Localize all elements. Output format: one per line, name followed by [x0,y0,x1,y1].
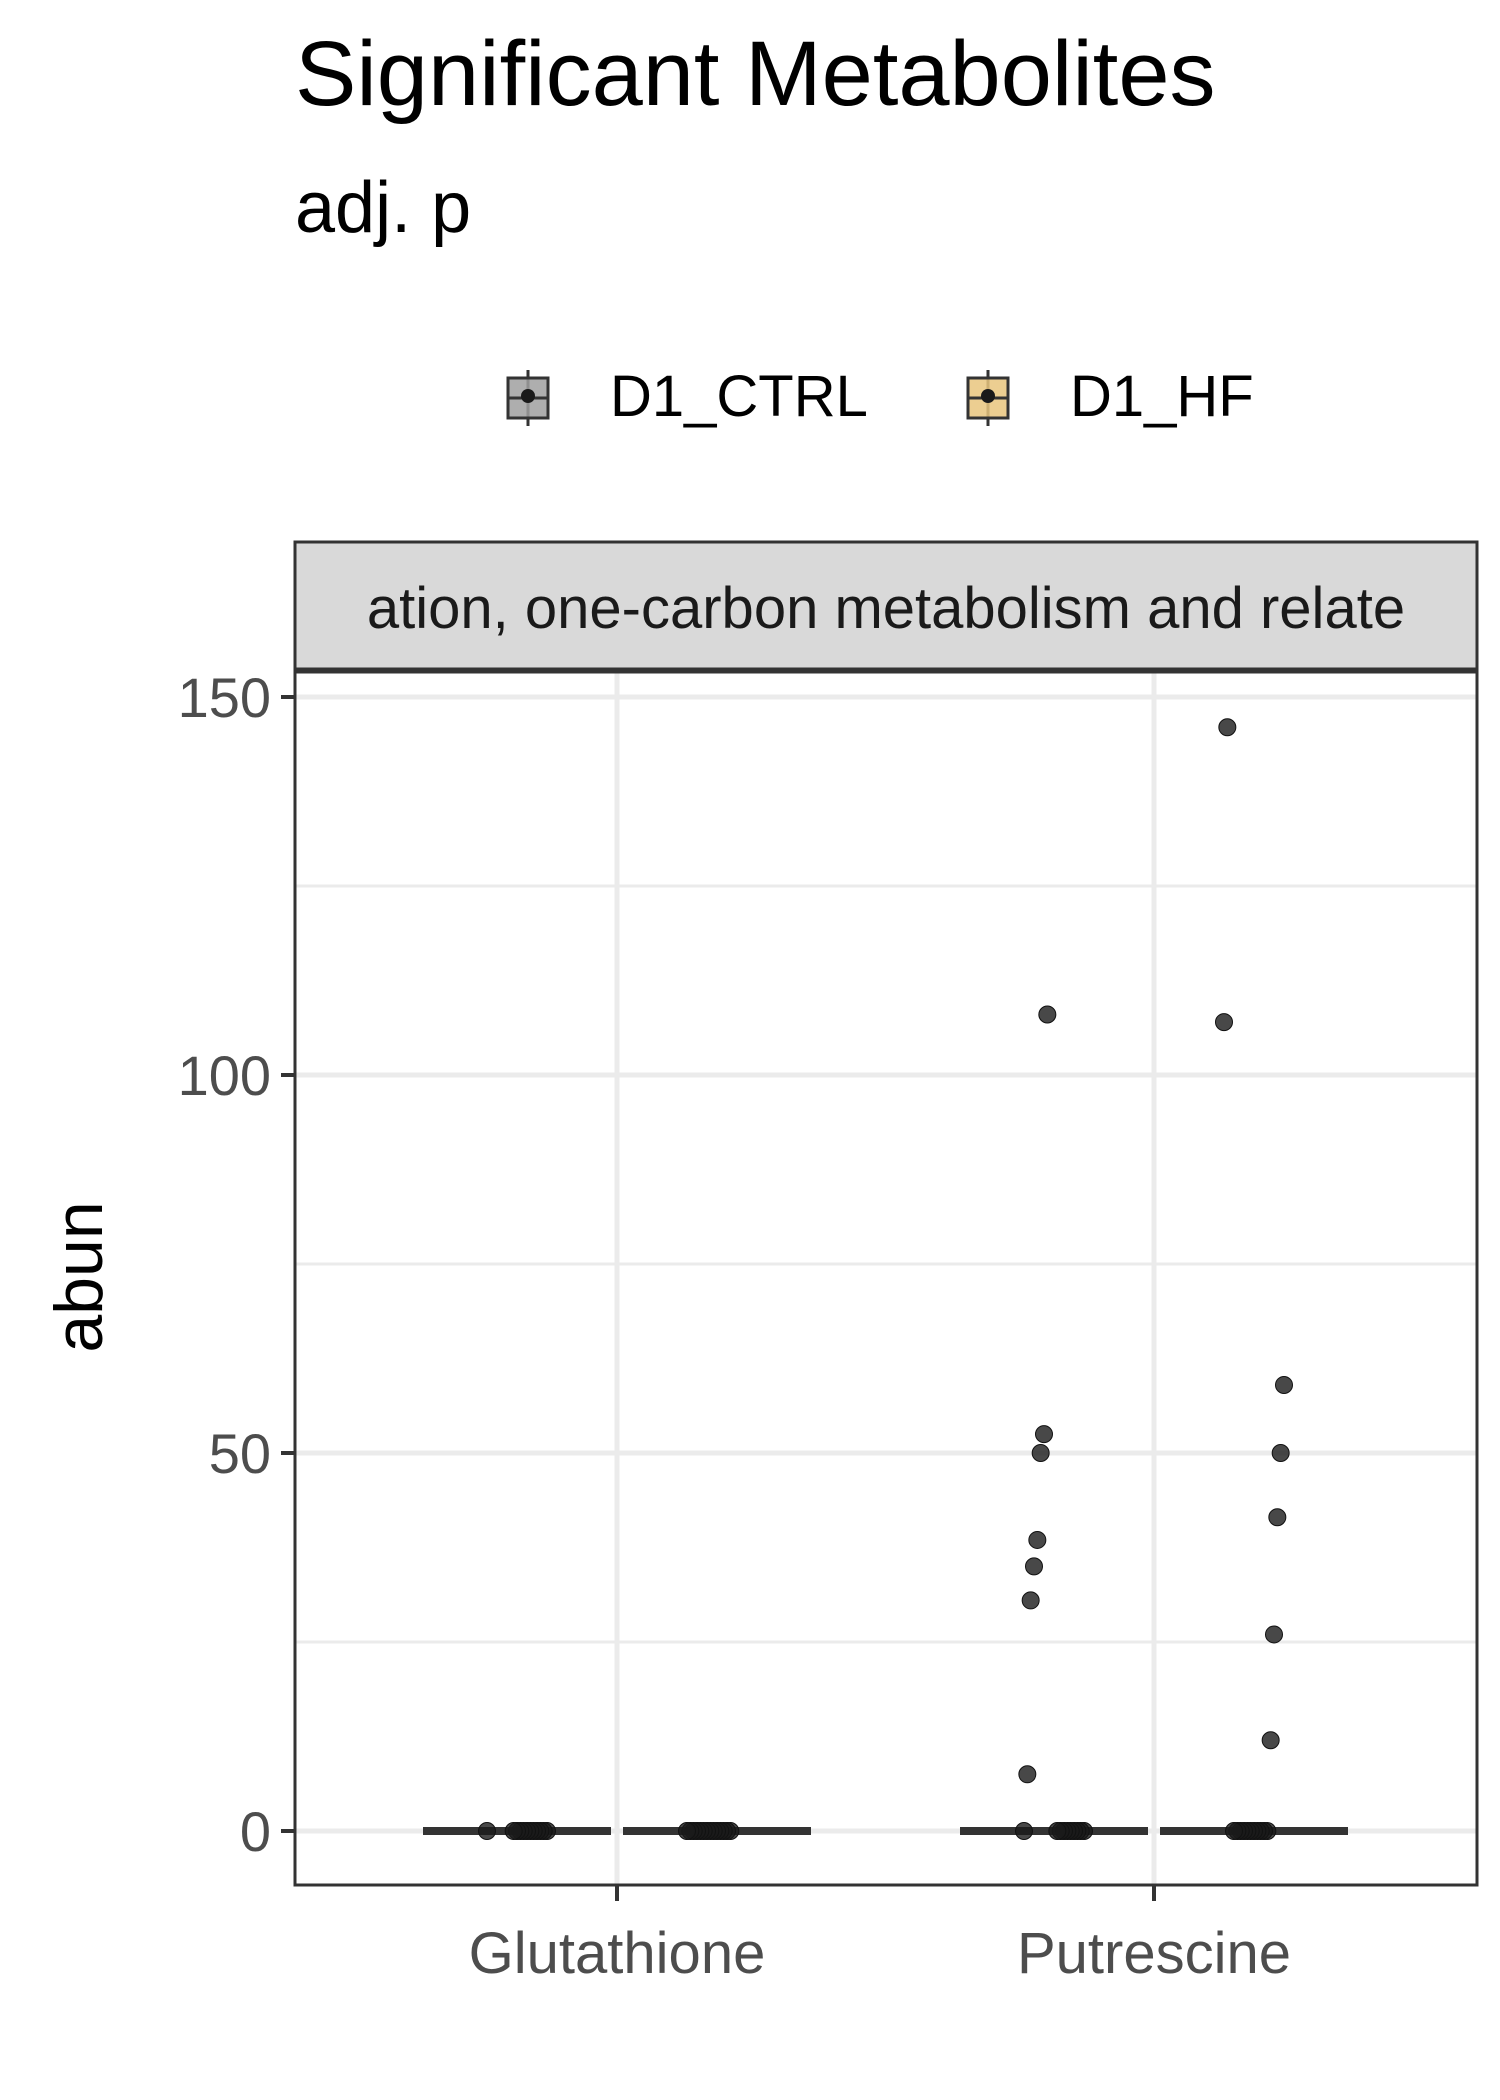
chart-subtitle: adj. p [295,168,471,248]
data-point [1268,1508,1287,1527]
data-point [1215,1013,1233,1032]
legend-label: D1_HF [1070,364,1254,429]
data-point [504,1822,523,1840]
y-axis-label: abun [41,1201,117,1352]
plot-panel [295,669,1477,1885]
y-tick-label: 100 [178,1044,271,1107]
y-tick-label: 0 [240,1800,271,1863]
facet-strip [293,540,1479,671]
x-tick-label: Putrescine [1017,1921,1291,1986]
chart-title: Significant Metabolites [295,23,1216,125]
data-point [1265,1625,1283,1644]
legend-key-point [981,389,995,403]
x-axis: Glutathione Putrescine [469,1885,1291,1986]
legend-label: D1_CTRL [610,364,868,429]
y-tick-label: 50 [209,1422,271,1485]
data-point [1021,1591,1040,1610]
data-point [1271,1444,1290,1462]
data-point [1048,1822,1067,1840]
facet-strip-label: ation, one-carbon metabolism and relate [367,576,1405,641]
data-points [478,718,1293,1840]
data-point [1038,1005,1057,1024]
data-point [1035,1425,1053,1444]
legend: D1_CTRL D1_HF [506,364,1254,429]
data-point [478,1822,496,1840]
data-point [678,1822,696,1840]
legend-item: D1_CTRL [506,364,868,429]
data-point [1275,1375,1293,1394]
data-point [1218,718,1237,737]
data-point [1028,1530,1047,1549]
x-tick-label: Glutathione [469,1921,766,1986]
data-point [1025,1557,1043,1576]
data-point [1018,1765,1037,1784]
y-axis: 0 50 100 150 [178,666,295,1863]
data-point [1261,1731,1280,1750]
data-point [1225,1822,1243,1840]
data-point [1031,1444,1050,1462]
data-point [1015,1822,1033,1840]
legend-key-point [521,389,535,403]
y-tick-label: 150 [178,666,271,729]
legend-item: D1_HF [966,364,1254,429]
